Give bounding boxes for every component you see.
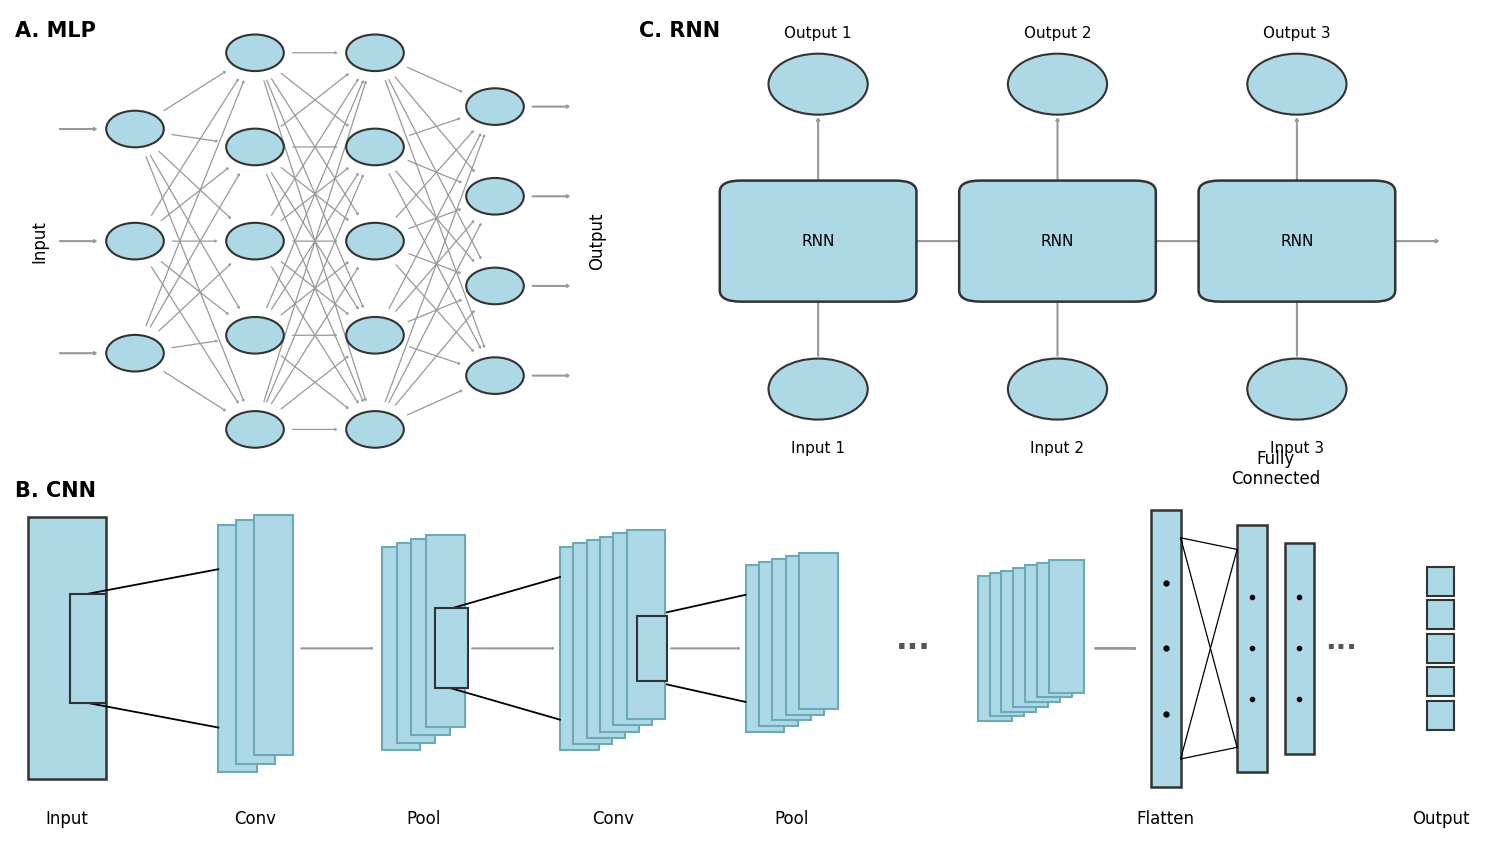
Text: Pool: Pool (774, 810, 808, 828)
Bar (1426, 700, 1454, 730)
Bar (573, 543, 612, 744)
Bar (1024, 565, 1060, 702)
Text: Input 3: Input 3 (1270, 442, 1324, 456)
Text: RNN: RNN (1280, 233, 1314, 249)
Ellipse shape (106, 111, 164, 147)
Bar (746, 565, 784, 732)
Ellipse shape (226, 317, 284, 354)
Bar (772, 559, 812, 721)
Bar (1426, 567, 1454, 596)
Ellipse shape (768, 359, 867, 420)
Ellipse shape (226, 411, 284, 448)
Text: Input: Input (30, 220, 48, 262)
Text: Input 2: Input 2 (1030, 442, 1084, 456)
Ellipse shape (346, 411, 404, 448)
Bar (426, 535, 465, 728)
Bar (1150, 510, 1180, 787)
Bar (1426, 667, 1454, 696)
Text: Flatten: Flatten (1137, 810, 1196, 828)
Text: B. CNN: B. CNN (15, 481, 96, 501)
Bar (28, 518, 105, 779)
Bar (411, 539, 450, 735)
Text: RNN: RNN (1041, 233, 1074, 249)
Bar (586, 540, 626, 738)
Bar (1036, 563, 1072, 697)
Bar (800, 553, 837, 709)
Text: Fully
Connected: Fully Connected (1232, 449, 1320, 488)
Text: Output 1: Output 1 (784, 26, 852, 41)
Text: ···: ··· (1324, 634, 1358, 662)
Text: ···: ··· (896, 634, 932, 663)
Bar (1048, 560, 1083, 693)
Bar (1238, 525, 1268, 772)
Bar (219, 525, 257, 772)
Text: RNN: RNN (801, 233, 836, 249)
Bar (600, 536, 639, 732)
Text: Output: Output (1412, 810, 1470, 828)
Text: A. MLP: A. MLP (15, 21, 96, 41)
Ellipse shape (226, 35, 284, 71)
Ellipse shape (226, 222, 284, 260)
Bar (638, 616, 668, 681)
Bar (435, 608, 468, 689)
Ellipse shape (1008, 53, 1107, 115)
Text: Input 1: Input 1 (790, 442, 844, 456)
Text: C. RNN: C. RNN (639, 21, 720, 41)
Ellipse shape (346, 129, 404, 165)
Bar (614, 534, 652, 726)
Bar (70, 594, 105, 703)
Ellipse shape (1008, 359, 1107, 420)
Bar (759, 562, 798, 726)
Text: Conv: Conv (591, 810, 633, 828)
Ellipse shape (226, 129, 284, 165)
Ellipse shape (346, 35, 404, 71)
Bar (786, 556, 825, 715)
Ellipse shape (466, 357, 524, 394)
Text: Pool: Pool (406, 810, 441, 828)
Bar (236, 520, 274, 764)
Text: Input: Input (45, 810, 88, 828)
Ellipse shape (466, 88, 524, 125)
Text: Output 3: Output 3 (1263, 26, 1330, 41)
FancyBboxPatch shape (958, 180, 1156, 302)
Bar (396, 542, 435, 743)
FancyBboxPatch shape (720, 180, 916, 302)
Ellipse shape (466, 267, 524, 305)
Bar (1002, 570, 1036, 711)
Bar (1014, 568, 1048, 707)
Bar (560, 547, 598, 750)
Ellipse shape (106, 335, 164, 371)
Bar (978, 575, 1012, 721)
Text: Output: Output (588, 212, 606, 270)
Bar (1426, 601, 1454, 629)
Bar (1426, 634, 1454, 663)
Ellipse shape (346, 222, 404, 260)
Bar (1284, 543, 1314, 754)
FancyBboxPatch shape (1198, 180, 1395, 302)
Bar (627, 530, 666, 719)
Text: Conv: Conv (234, 810, 276, 828)
Ellipse shape (1248, 53, 1347, 115)
Bar (990, 573, 1024, 717)
Bar (254, 515, 292, 755)
Ellipse shape (768, 53, 867, 115)
Text: Output 2: Output 2 (1023, 26, 1090, 41)
Ellipse shape (466, 178, 524, 215)
Bar (381, 547, 420, 750)
Ellipse shape (1248, 359, 1347, 420)
Ellipse shape (346, 317, 404, 354)
Ellipse shape (106, 222, 164, 260)
